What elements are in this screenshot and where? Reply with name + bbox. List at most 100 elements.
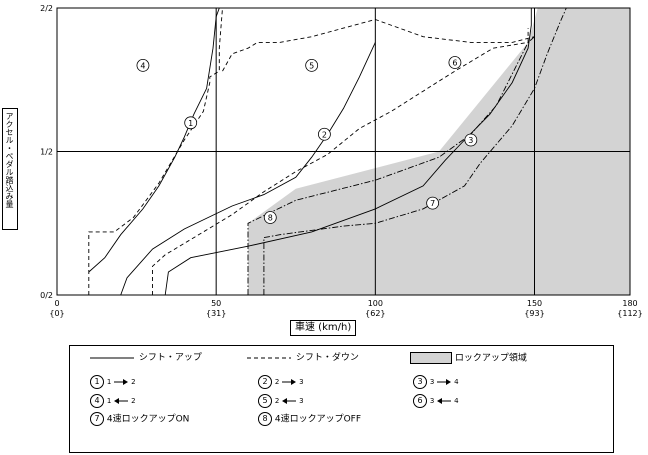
gear-from: 1 [106, 378, 112, 386]
curve-label-text: 1 [188, 119, 193, 128]
legend-item-2: 2 2 3 [258, 375, 304, 389]
x-axis-label: 車速 (km/h) [290, 320, 357, 336]
legend-item-5: 5 2 3 [258, 394, 304, 408]
legend-lockup: ロックアップ領域 [410, 352, 527, 365]
curve-label-circle [464, 133, 478, 147]
circle-num: 5 [258, 394, 272, 408]
left-arrow-icon [114, 398, 129, 404]
curve-label-4: 4 [136, 59, 150, 72]
curve-label-circle [448, 56, 462, 69]
circle-num: 8 [258, 412, 272, 426]
y-axis-label-box [2, 108, 18, 230]
y-tick-label-2: 2/2 [40, 4, 53, 13]
legend-shift-up: シフト・アップ [90, 352, 202, 364]
legend-item-text: 4速ロックアップOFF [274, 414, 362, 425]
solid-line-swatch [90, 357, 134, 358]
legend-shift-down: シフト・ダウン [247, 352, 359, 364]
series-4-line [88, 7, 223, 295]
legend-lockup-label: ロックアップ領域 [454, 353, 527, 364]
legend-item-7: 7 4速ロックアップON [90, 412, 189, 426]
x-tick-sublabel-4: {112} [617, 309, 642, 318]
y-tick-label-1: 1/2 [40, 148, 53, 157]
gear-to: 2 [131, 378, 136, 386]
x-tick-sublabel-1: {31} [206, 309, 226, 318]
grid-layer [57, 8, 630, 295]
curve-label-3: 3 [464, 133, 478, 147]
gear-to: 3 [299, 378, 304, 386]
x-tick-sublabel-0: {0} [49, 309, 64, 318]
legend-item-8: 8 4速ロックアップOFF [258, 412, 361, 426]
left-arrow-icon [437, 398, 452, 404]
legend-item-1: 1 1 2 [90, 375, 136, 389]
gear-to: 4 [454, 378, 459, 386]
curve-label-circle [317, 127, 331, 141]
gear-from: 3 [429, 397, 435, 405]
plot-frame [56, 7, 631, 296]
right-arrow-icon [282, 379, 297, 385]
series-layer [88, 7, 567, 296]
y-tick-label-0: 0/2 [40, 291, 53, 300]
gear-from: 2 [274, 378, 280, 386]
gear-to: 2 [131, 397, 136, 405]
series-7-line [263, 7, 567, 295]
x-tick-label-3: 150 [527, 299, 542, 308]
legend-shift-down-label: シフト・ダウン [295, 353, 359, 363]
circle-num: 7 [90, 412, 104, 426]
series-5-line [152, 28, 529, 295]
gear-from: 3 [429, 378, 435, 386]
circle-num: 1 [90, 375, 104, 389]
x-tick-label-0: 0 [54, 299, 59, 308]
right-arrow-icon [437, 379, 452, 385]
circle-num: 4 [90, 394, 104, 408]
curve-label-text: 8 [268, 214, 273, 223]
curve-label-6: 6 [448, 56, 462, 69]
gear-from: 2 [274, 397, 280, 405]
legend-item-6: 6 3 4 [413, 394, 459, 408]
circle-num: 2 [258, 375, 272, 389]
gear-from: 1 [106, 397, 112, 405]
circle-num: 6 [413, 394, 427, 408]
curve-label-text: 7 [430, 199, 435, 208]
curve-label-5: 5 [305, 59, 319, 72]
curve-label-text: 2 [322, 130, 327, 139]
curve-label-1: 1 [184, 116, 198, 130]
dashed-line-swatch [247, 357, 291, 358]
curve-label-2: 2 [317, 127, 331, 141]
curve-label-circle [184, 116, 198, 130]
curve-label-circle [426, 196, 440, 210]
x-tick-sublabel-2: {62} [365, 309, 385, 318]
legend-item-4: 4 1 2 [90, 394, 136, 408]
x-tick-label-2: 100 [368, 299, 383, 308]
curve-label-circle [263, 211, 277, 224]
curve-label-text: 5 [309, 61, 314, 70]
legend: シフト・アップ シフト・ダウン ロックアップ領域 1 1 2 2 2 3 3 3… [69, 345, 614, 453]
circle-num: 3 [413, 375, 427, 389]
x-tick-label-4: 180 [622, 299, 637, 308]
x-tick-sublabel-3: {93} [524, 309, 544, 318]
series-8-line [247, 8, 535, 295]
right-arrow-icon [114, 379, 129, 385]
left-arrow-icon [282, 398, 297, 404]
curve-label-circle [136, 59, 150, 72]
curve-label-text: 3 [468, 136, 473, 145]
curve-label-text: 6 [452, 59, 457, 68]
series-2-line [120, 42, 376, 296]
series-1-line [88, 7, 220, 273]
curve-label-8: 8 [263, 211, 277, 224]
gear-to: 4 [454, 397, 459, 405]
y-axis-label: アクセル・ペダル踏込み量 [5, 112, 14, 208]
series-6-line [222, 19, 535, 72]
curve-label-layer: 1 2 3 4 5 6 7 8 [136, 56, 478, 224]
curve-label-7: 7 [426, 196, 440, 210]
tick-layer: 0{0} 50{31} 100{62} 150{93} 180{112} 0/2 1/2 2/… [40, 4, 643, 318]
legend-item-text: 4速ロックアップON [106, 414, 190, 425]
x-tick-label-1: 50 [211, 299, 221, 308]
legend-shift-up-label: シフト・アップ [138, 353, 202, 363]
curve-label-circle [305, 59, 319, 72]
curve-label-text: 4 [140, 61, 145, 70]
legend-item-3: 3 3 4 [413, 375, 459, 389]
lockup-swatch [410, 352, 452, 364]
series-3-line [164, 8, 532, 296]
gear-to: 3 [299, 397, 304, 405]
